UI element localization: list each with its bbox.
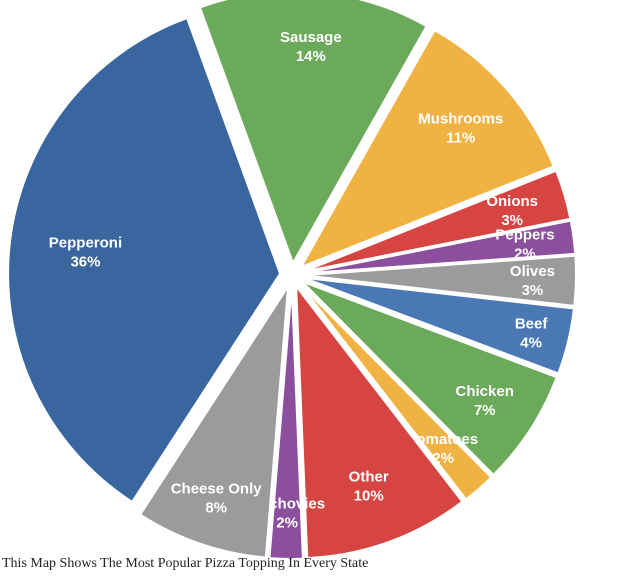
pie-slice-peppers	[303, 219, 577, 275]
slice-name-cheese-only: Cheese Only	[171, 480, 263, 497]
pie-slice-anchovies	[268, 286, 304, 560]
slice-name-chicken: Chicken	[456, 383, 514, 400]
pie-slice-beef	[303, 276, 576, 375]
slice-name-tomatoes: Tomatoes	[408, 431, 478, 448]
slice-percent-chicken: 7%	[474, 402, 496, 419]
slice-name-peppers: Peppers	[495, 227, 554, 244]
pie-slice-cheese-only	[138, 285, 290, 559]
slice-name-other: Other	[349, 469, 389, 486]
slice-percent-other: 10%	[354, 488, 384, 505]
slice-percent-olives: 3%	[522, 282, 544, 299]
pie-slice-tomatoes	[299, 283, 493, 501]
slice-percent-anchovies: 2%	[276, 515, 298, 532]
slice-percent-beef: 4%	[520, 335, 542, 352]
slice-percent-sausage: 14%	[296, 48, 326, 65]
pie-slice-sausage	[198, 0, 428, 266]
pie-slice-other	[294, 283, 464, 560]
slice-name-beef: Beef	[515, 316, 549, 333]
pie-slice-olives	[303, 254, 577, 308]
slice-percent-cheese-only: 8%	[205, 499, 227, 516]
pie-slice-mushrooms	[298, 28, 555, 270]
slice-name-olives: Olives	[510, 263, 555, 280]
slice-name-pepperoni: Pepperoni	[49, 235, 122, 252]
slice-percent-tomatoes: 2%	[432, 450, 454, 467]
slice-name-mushrooms: Mushrooms	[418, 110, 503, 127]
pie-slice-onions	[303, 169, 572, 273]
pie-slice-chicken	[301, 280, 558, 477]
slice-percent-mushrooms: 11%	[446, 129, 475, 146]
slice-name-sausage: Sausage	[280, 29, 342, 46]
pie-slice-pepperoni	[7, 16, 282, 504]
slice-name-onions: Onions	[486, 193, 538, 210]
slice-percent-pepperoni: 36%	[70, 254, 100, 271]
slice-percent-onions: 3%	[501, 212, 523, 229]
chart-caption: This Map Shows The Most Popular Pizza To…	[2, 556, 369, 571]
